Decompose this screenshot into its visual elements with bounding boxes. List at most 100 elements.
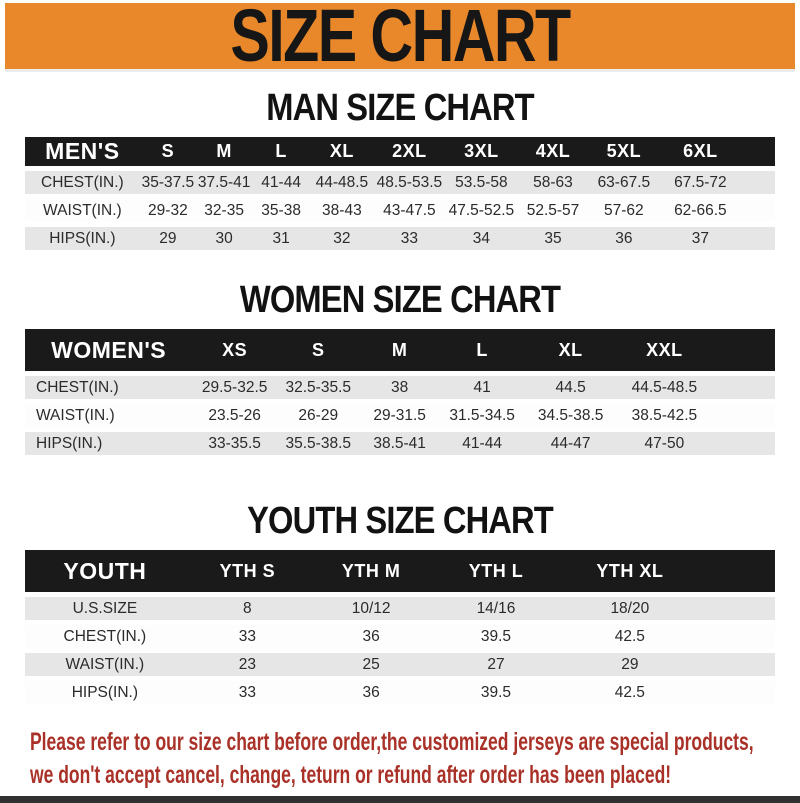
size-chart-banner: SIZE CHART [5, 0, 795, 77]
size-value-cell: 23 [238, 655, 256, 673]
size-value-cell: 39.5 [480, 683, 512, 701]
womens-corner-label: WOMEN'S [51, 336, 167, 363]
table-row: HIPS(IN.) 33-35.5 35.5-38.5 38.5-41 41-4… [25, 432, 775, 455]
section-title-man: MAN SIZE CHART [266, 87, 534, 129]
spacer-cell [741, 199, 775, 222]
table-row: HIPS(IN.) 29 30 31 32 33 34 35 36 37 [25, 227, 775, 250]
size-value-cell: 48.5-53.5 [376, 173, 443, 191]
size-value-cell: 26-29 [298, 406, 339, 424]
spacer-cell [741, 227, 775, 250]
column-header: 2XL [392, 141, 427, 161]
spacer-cell [712, 432, 775, 455]
row-label-cell: U.S.SIZE [72, 599, 138, 617]
size-value-cell: 38.5-41 [373, 434, 426, 452]
size-value-cell: 8 [243, 599, 252, 617]
size-value-cell: 43-47.5 [383, 201, 436, 219]
column-header: YTH L [468, 560, 524, 581]
column-header: YTH S [219, 560, 276, 581]
size-value-cell: 41-44 [462, 434, 502, 452]
table-row: WAIST(IN.) 23.5-26 26-29 29-31.5 31.5-34… [25, 404, 775, 427]
column-header: L [275, 141, 287, 161]
section-title-women: WOMEN SIZE CHART [239, 279, 561, 321]
spacer-cell [741, 171, 775, 194]
size-value-cell: 36 [362, 683, 380, 701]
table-row: WAIST(IN.) 23 25 27 29 [25, 653, 775, 676]
size-value-cell: 57-62 [604, 201, 644, 219]
row-label-cell: HIPS(IN.) [36, 434, 103, 452]
size-value-cell: 42.5 [614, 627, 645, 645]
size-value-cell: 41 [473, 378, 491, 396]
size-value-cell: 34 [472, 229, 490, 247]
size-value-cell: 36 [362, 627, 380, 645]
womens-size-table: WOMEN'S XS S M L XL XXL CHEST(IN.) 29.5-… [25, 324, 775, 460]
size-value-cell: 29 [159, 229, 177, 247]
row-label-cell: CHEST(IN.) [41, 173, 124, 191]
size-value-cell: 35-38 [261, 201, 301, 219]
header-spacer [741, 137, 775, 166]
page-title: SIZE CHART [230, 0, 571, 77]
spacer-cell [700, 681, 775, 704]
size-value-cell: 32 [333, 229, 351, 247]
size-value-cell: 47-50 [644, 434, 685, 452]
size-value-cell: 62-66.5 [674, 201, 727, 219]
size-value-cell: 52.5-57 [526, 201, 580, 219]
table-row: CHEST(IN.) 29.5-32.5 32.5-35.5 38 41 44.… [25, 376, 775, 399]
row-label-cell: HIPS(IN.) [49, 229, 116, 247]
disclaimer-line-2: we don't accept cancel, change, teturn o… [30, 761, 672, 789]
size-value-cell: 25 [362, 655, 380, 673]
spacer-cell [712, 404, 775, 427]
size-value-cell: 44-47 [550, 434, 591, 452]
column-header: XXL [646, 339, 683, 360]
size-value-cell: 29-32 [148, 201, 188, 219]
size-value-cell: 18/20 [610, 599, 650, 617]
size-value-cell: 33 [238, 683, 256, 701]
spacer-cell [700, 625, 775, 648]
size-value-cell: 47.5-52.5 [448, 201, 515, 219]
size-value-cell: 10/12 [351, 599, 391, 617]
column-header: M [391, 339, 408, 360]
size-value-cell: 27 [487, 655, 505, 673]
mens-header-row: MEN'S S M L XL 2XL 3XL 4XL 5XL 6XL [25, 137, 775, 166]
youth-size-table: YOUTH YTH S YTH M YTH L YTH XL U.S.SIZE … [25, 545, 775, 709]
size-value-cell: 37 [691, 229, 709, 247]
spacer-cell [700, 653, 775, 676]
column-header: S [161, 141, 175, 161]
table-row: HIPS(IN.) 33 36 39.5 42.5 [25, 681, 775, 704]
size-value-cell: 53.5-58 [455, 173, 508, 191]
spacer-cell [712, 376, 775, 399]
column-header: YTH M [341, 560, 401, 581]
size-value-cell: 29.5-32.5 [201, 378, 268, 396]
size-value-cell: 23.5-26 [208, 406, 261, 424]
size-value-cell: 35.5-38.5 [285, 434, 352, 452]
size-value-cell: 35-37.5 [141, 173, 195, 191]
header-spacer [712, 329, 775, 371]
size-value-cell: 42.5 [614, 683, 645, 701]
size-value-cell: 29 [621, 655, 639, 673]
womens-header-row: WOMEN'S XS S M L XL XXL [25, 329, 775, 371]
size-value-cell: 33 [238, 627, 256, 645]
size-value-cell: 63-67.5 [597, 173, 651, 191]
row-label-cell: CHEST(IN.) [63, 627, 147, 645]
size-value-cell: 39.5 [480, 627, 512, 645]
column-header: S [311, 339, 325, 360]
size-value-cell: 32.5-35.5 [285, 378, 352, 396]
size-value-cell: 14/16 [476, 599, 516, 617]
row-label-cell: WAIST(IN.) [65, 655, 145, 673]
size-value-cell: 30 [215, 229, 233, 247]
size-value-cell: 44.5-48.5 [631, 378, 698, 396]
size-value-cell: 33 [400, 229, 418, 247]
row-label-cell: WAIST(IN.) [43, 201, 122, 219]
youth-corner-label: YOUTH [63, 557, 147, 584]
size-value-cell: 38.5-42.5 [631, 406, 698, 424]
header-spacer [700, 550, 775, 592]
column-header: XL [558, 339, 583, 360]
mens-size-table: MEN'S S M L XL 2XL 3XL 4XL 5XL 6XL CHEST… [25, 132, 775, 255]
size-value-cell: 67.5-72 [674, 173, 727, 191]
size-value-cell: 34.5-38.5 [537, 406, 604, 424]
disclaimer: Please refer to our size chart before or… [30, 726, 800, 792]
size-value-cell: 37.5-41 [197, 173, 251, 191]
disclaimer-line-1: Please refer to our size chart before or… [30, 728, 754, 756]
size-value-cell: 33-35.5 [208, 434, 261, 452]
mens-corner-label: MEN'S [45, 138, 120, 164]
section-title-youth: YOUTH SIZE CHART [247, 500, 554, 542]
